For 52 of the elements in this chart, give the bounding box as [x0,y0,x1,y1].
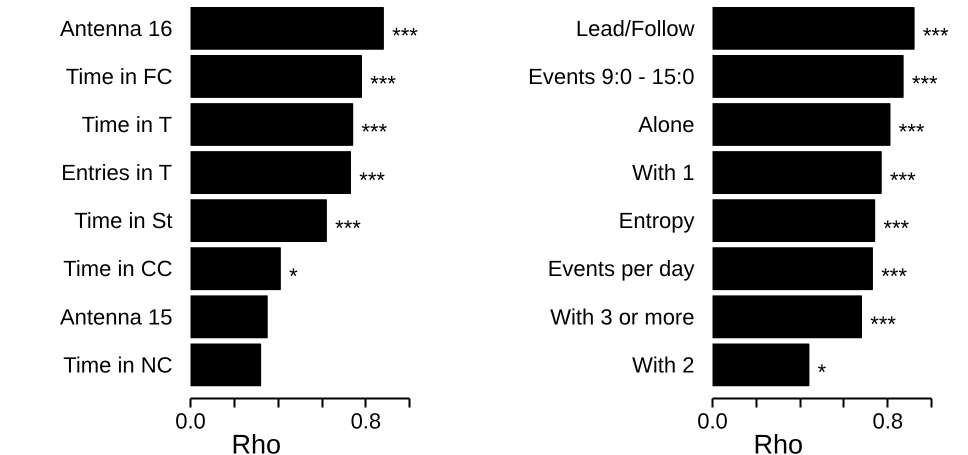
y-tick-label: Antenna 16 [60,16,172,41]
bar [712,247,873,290]
data-label: *** [359,167,386,192]
data-label: * [818,360,827,385]
bar [190,55,362,98]
bar [190,247,281,290]
data-label: *** [361,119,388,144]
bar [712,295,862,338]
y-tick-label: With 1 [632,160,695,186]
data-label: *** [922,23,949,48]
y-tick-label: Entries in T [61,160,172,186]
data-label: * [289,263,298,288]
bar [190,6,384,50]
bar [712,6,915,50]
y-tick-label: Entropy [618,208,695,234]
y-tick-label: Time in T [82,112,172,138]
bar [190,151,352,194]
y-tick-label: Alone [638,112,695,138]
data-label: *** [392,23,418,48]
y-tick-label: Antenna 15 [60,304,172,330]
bar [712,199,876,242]
data-label: *** [370,71,396,96]
data-label: *** [335,215,362,240]
x-tick-label: 0.8 [872,408,904,434]
y-tick-label: With 2 [632,352,695,378]
y-tick-label: With 3 or more [550,304,695,330]
bar [712,343,810,386]
bar [712,103,890,146]
bar [190,343,262,386]
bar [190,295,268,338]
y-tick-label: Time in St [74,208,173,234]
x-axis-title: Rho [232,430,282,455]
y-tick-label: Time in FC [66,64,173,89]
y-tick-label: Events 9:0 - 15:0 [528,64,695,89]
x-tick-label: 0.8 [350,408,382,434]
x-tick-label: 0.0 [697,408,728,434]
x-tick-label: 0.0 [175,408,206,434]
data-label: *** [898,119,925,144]
y-tick-label: Events per day [548,256,694,282]
data-label: *** [881,263,908,288]
x-axis-title: Rho [754,430,804,455]
y-tick-label: Time in CC [63,256,173,282]
data-label: *** [890,167,916,192]
data-label: *** [912,71,938,96]
bar [190,199,327,242]
data-label: *** [883,215,910,240]
y-tick-label: Time in NC [63,352,173,378]
data-label: *** [870,311,896,336]
bar [712,151,882,194]
bar [190,103,354,146]
bar [712,55,904,98]
y-tick-label: Lead/Follow [576,16,695,41]
